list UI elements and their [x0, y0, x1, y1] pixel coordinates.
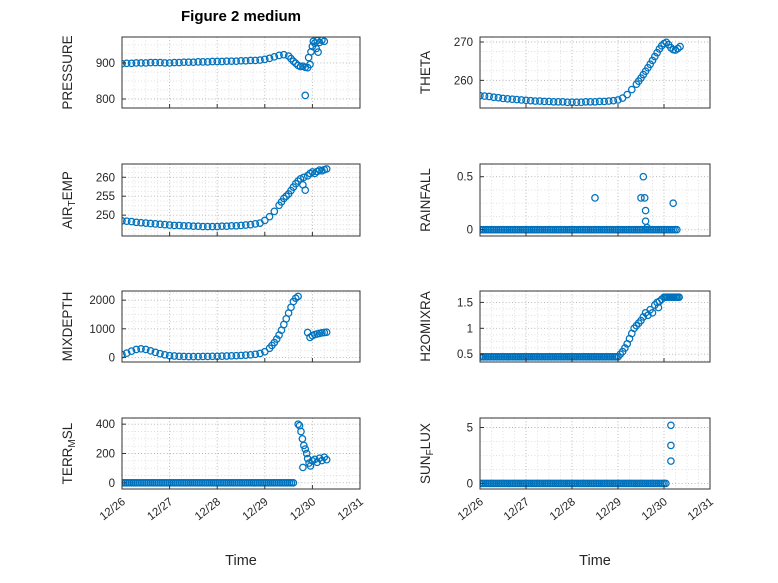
y-axis-label: H2OMIXRA	[418, 291, 433, 362]
y-tick-labels: 260 270	[454, 37, 473, 87]
svg-text:12/29: 12/29	[241, 496, 271, 523]
svg-text:12/26: 12/26	[456, 496, 486, 523]
svg-text:255: 255	[96, 191, 115, 203]
grid	[122, 37, 360, 108]
svg-text:1: 1	[467, 323, 473, 335]
axes-box	[479, 417, 711, 490]
grid	[122, 164, 360, 236]
data-points	[479, 38, 684, 107]
axes-box	[121, 36, 361, 109]
subplot-air-temp: 250 255 260 AIRTEMP	[60, 163, 361, 237]
svg-text:0.5: 0.5	[457, 172, 473, 184]
y-tick-labels: 800 900	[96, 58, 115, 106]
svg-text:12/31: 12/31	[686, 496, 716, 523]
y-axis-label: MIXDEPTH	[60, 292, 75, 362]
grid	[480, 164, 710, 236]
svg-text:12/26: 12/26	[98, 496, 128, 523]
tick-marks	[479, 301, 711, 362]
svg-text:270: 270	[454, 37, 473, 49]
tick-marks	[121, 62, 361, 108]
y-axis-label: TERRMSL	[60, 422, 78, 484]
data-points	[479, 421, 675, 488]
data-points	[479, 172, 681, 234]
time-axis-label-left: Time	[225, 553, 257, 569]
axes-box	[479, 36, 711, 109]
axes-box	[121, 290, 361, 363]
tick-marks	[121, 423, 361, 489]
svg-text:12/27: 12/27	[502, 496, 532, 523]
data-points	[479, 293, 684, 361]
time-axis-label-right: Time	[579, 553, 611, 569]
svg-text:12/30: 12/30	[288, 496, 318, 523]
tick-marks	[479, 427, 711, 489]
subplot-terr-msl: 0 200 400 12/26 12/27 12/28 12/29 12/30 12/31 TER…	[60, 417, 366, 523]
y-tick-labels: 05	[467, 423, 473, 491]
x-tick-labels: 12/26 12/27 12/28 12/29 12/30 12/31	[456, 496, 716, 523]
y-axis-label: PRESSURE	[60, 35, 75, 109]
svg-text:5: 5	[467, 423, 473, 435]
svg-text:0: 0	[467, 225, 473, 237]
svg-text:200: 200	[96, 449, 115, 461]
svg-text:900: 900	[96, 58, 115, 70]
svg-text:12/27: 12/27	[145, 496, 175, 523]
tick-marks	[479, 176, 711, 236]
svg-text:12/28: 12/28	[548, 496, 578, 523]
tick-marks	[121, 176, 361, 236]
svg-text:12/29: 12/29	[594, 496, 624, 523]
data-points	[121, 292, 331, 361]
x-tick-labels: 12/26 12/27 12/28 12/29 12/30 12/31	[98, 496, 366, 523]
grid	[480, 418, 710, 489]
figure-title: Figure 2 medium	[180, 8, 302, 25]
data-points	[121, 36, 329, 100]
svg-text:250: 250	[96, 210, 115, 222]
grid	[122, 291, 360, 362]
svg-text:12/30: 12/30	[640, 496, 670, 523]
svg-text:0: 0	[467, 478, 473, 490]
subplot-pressure: 800 900 PRESSURE	[60, 35, 361, 110]
tick-marks	[479, 41, 711, 108]
subplot-h2omixra: 0.5 1 1.5 H2OMIXRA	[418, 290, 711, 363]
axes-box	[121, 163, 361, 237]
subplot-theta: 260 270 THETA	[418, 36, 711, 109]
axes-box	[479, 290, 711, 363]
svg-text:1.5: 1.5	[457, 297, 473, 309]
y-tick-labels: 250 255 260	[96, 172, 115, 222]
svg-text:0.5: 0.5	[457, 349, 473, 361]
svg-text:260: 260	[96, 172, 115, 184]
svg-text:2000: 2000	[89, 295, 115, 307]
subplot-mixdepth: 0 1000 2000 MIXDEPTH	[60, 290, 361, 364]
y-tick-labels: 00.5	[457, 172, 473, 237]
grid	[480, 291, 710, 362]
y-tick-labels: 0 1000 2000	[89, 295, 115, 364]
data-points	[121, 165, 331, 231]
svg-text:400: 400	[96, 419, 115, 431]
y-tick-labels: 0 200 400	[96, 419, 115, 490]
svg-text:1000: 1000	[89, 324, 115, 336]
axes-box	[479, 163, 711, 237]
y-axis-label: AIRTEMP	[60, 171, 78, 229]
y-axis-label: SUNFLUX	[418, 423, 436, 484]
svg-text:12/28: 12/28	[193, 496, 223, 523]
svg-text:12/31: 12/31	[336, 496, 366, 523]
svg-text:260: 260	[454, 75, 473, 87]
svg-text:0: 0	[109, 352, 115, 364]
y-axis-label: RAINFALL	[418, 168, 433, 232]
svg-text:800: 800	[96, 94, 115, 106]
y-axis-label: THETA	[418, 51, 433, 94]
tick-marks	[121, 299, 361, 362]
grid	[480, 37, 710, 108]
y-tick-labels: 0.5 1 1.5	[457, 297, 473, 361]
svg-text:0: 0	[109, 478, 115, 490]
